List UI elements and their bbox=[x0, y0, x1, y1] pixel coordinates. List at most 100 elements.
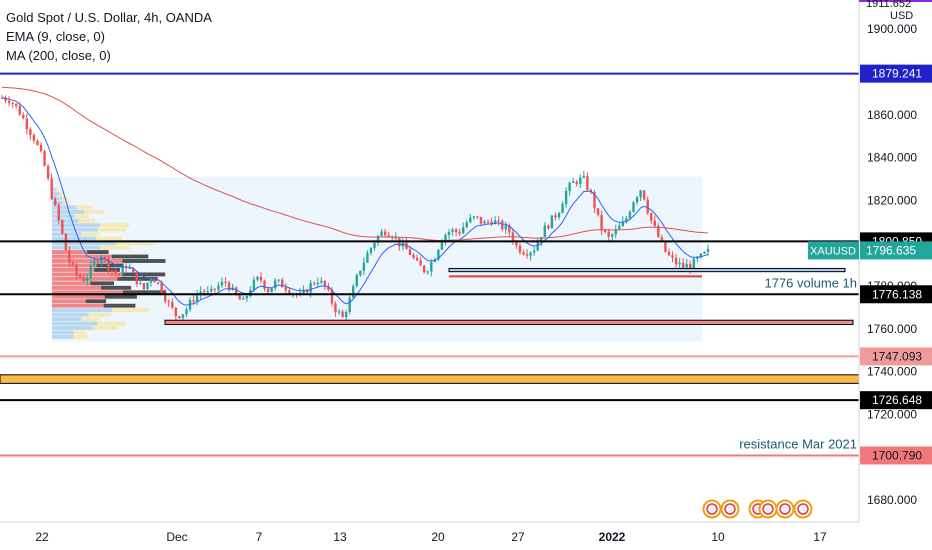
candle-body bbox=[650, 213, 653, 221]
x-tick-label: 22 bbox=[35, 530, 49, 544]
volume-profile-bar bbox=[97, 227, 126, 232]
y-tick-label: 1760.000 bbox=[867, 322, 917, 336]
candle-body bbox=[153, 278, 156, 283]
candle-body bbox=[469, 217, 472, 223]
x-tick-label: 2022 bbox=[599, 530, 626, 544]
annotation-resistance[interactable]: resistance Mar 2021 bbox=[739, 437, 857, 452]
candle-body bbox=[387, 235, 390, 237]
x-tick-label: 7 bbox=[256, 530, 263, 544]
candle-body bbox=[579, 177, 582, 184]
candle-body bbox=[121, 266, 124, 275]
red-zone[interactable] bbox=[164, 319, 854, 326]
candle-body bbox=[139, 283, 142, 285]
ma-line bbox=[1, 86, 709, 241]
candle-body bbox=[557, 213, 561, 218]
volume-profile-bar bbox=[52, 241, 117, 246]
volume-profile-bar bbox=[95, 236, 123, 241]
candle-body bbox=[657, 226, 660, 238]
candle-body bbox=[547, 225, 550, 229]
volume-profile-bar bbox=[52, 259, 123, 263]
blue-zone[interactable] bbox=[448, 267, 846, 273]
us-flag-icon bbox=[779, 503, 791, 515]
candle-body bbox=[678, 262, 681, 265]
candle-body bbox=[508, 225, 511, 233]
candle-body bbox=[39, 144, 43, 152]
candle-body bbox=[128, 268, 131, 270]
symbol-tag[interactable] bbox=[808, 241, 859, 260]
candle-body bbox=[596, 208, 600, 216]
volume-profile-bar bbox=[52, 303, 104, 308]
candle-body bbox=[568, 182, 571, 191]
candle-body bbox=[103, 256, 107, 258]
candle-body bbox=[667, 251, 671, 256]
volume-profile-bar bbox=[112, 308, 150, 313]
candle-body bbox=[564, 190, 568, 205]
candle-body bbox=[554, 215, 557, 218]
candle-body bbox=[660, 237, 664, 241]
price-level-tag[interactable] bbox=[860, 391, 932, 410]
candle-body bbox=[653, 220, 656, 227]
candle-body bbox=[706, 248, 710, 252]
candle-body bbox=[14, 103, 18, 107]
candle-body bbox=[681, 262, 685, 268]
candle-body bbox=[341, 311, 344, 318]
last-price-tag[interactable] bbox=[860, 241, 932, 260]
candle-body bbox=[25, 118, 29, 130]
y-tick-label: 1720.000 bbox=[867, 407, 917, 421]
volume-profile-bar bbox=[52, 330, 74, 335]
candle-body bbox=[486, 221, 490, 223]
candle-body bbox=[614, 229, 617, 235]
candle-body bbox=[536, 241, 539, 251]
candle-body bbox=[50, 178, 53, 200]
candle-body bbox=[238, 294, 241, 300]
candle-body bbox=[107, 257, 110, 271]
candle-body bbox=[483, 221, 486, 224]
candle-body bbox=[635, 197, 639, 203]
candle-body bbox=[114, 270, 117, 274]
us-flag-icon bbox=[724, 503, 736, 515]
candle-body bbox=[18, 106, 21, 115]
candle-body bbox=[646, 199, 649, 214]
candle-body bbox=[149, 278, 153, 283]
candle-body bbox=[96, 261, 99, 263]
volume-profile-bar bbox=[90, 281, 115, 286]
volume-profile-bar bbox=[122, 272, 166, 277]
volume-profile-bar bbox=[52, 245, 101, 250]
volume-profile-bar bbox=[73, 330, 87, 335]
volume-profile-bar bbox=[96, 263, 124, 268]
candle-body bbox=[422, 265, 426, 273]
volume-profile-bar bbox=[94, 267, 120, 272]
candle-body bbox=[146, 282, 149, 290]
volume-profile-bar bbox=[103, 303, 136, 308]
candle-body bbox=[540, 236, 543, 242]
candle-body bbox=[476, 216, 479, 218]
candle-body bbox=[593, 191, 596, 209]
candle-body bbox=[85, 277, 89, 282]
top-clipped-label: 1911.652 bbox=[866, 0, 911, 10]
volume-profile-bar bbox=[99, 223, 129, 228]
price-level-tag[interactable] bbox=[860, 285, 932, 304]
candle-body bbox=[639, 190, 642, 198]
price-level-tag[interactable] bbox=[860, 64, 932, 83]
price-level-tag-label: 1776.138 bbox=[872, 287, 922, 301]
candle-body bbox=[316, 282, 319, 285]
chart-title[interactable]: Gold Spot / U.S. Dollar, 4h, OANDA bbox=[6, 10, 212, 25]
volume-profile-bar bbox=[88, 312, 112, 317]
candle-body bbox=[359, 270, 362, 276]
indicator-ema[interactable]: EMA (9, close, 0) bbox=[6, 29, 105, 44]
price-level-tag[interactable] bbox=[860, 347, 932, 366]
candle-body bbox=[256, 276, 259, 280]
candle-body bbox=[160, 282, 163, 294]
candle-body bbox=[440, 240, 444, 250]
candle-body bbox=[674, 257, 678, 265]
annotation-volume[interactable]: 1776 volume 1h bbox=[764, 275, 857, 290]
candle-body bbox=[281, 279, 284, 288]
candle-body bbox=[458, 232, 461, 234]
price-level-tag[interactable] bbox=[860, 446, 932, 465]
orange-zone[interactable] bbox=[0, 374, 860, 384]
candle-body bbox=[408, 249, 412, 255]
candle-body bbox=[234, 287, 238, 295]
indicator-ma[interactable]: MA (200, close, 0) bbox=[6, 48, 111, 63]
currency-label[interactable]: USD bbox=[890, 10, 913, 22]
